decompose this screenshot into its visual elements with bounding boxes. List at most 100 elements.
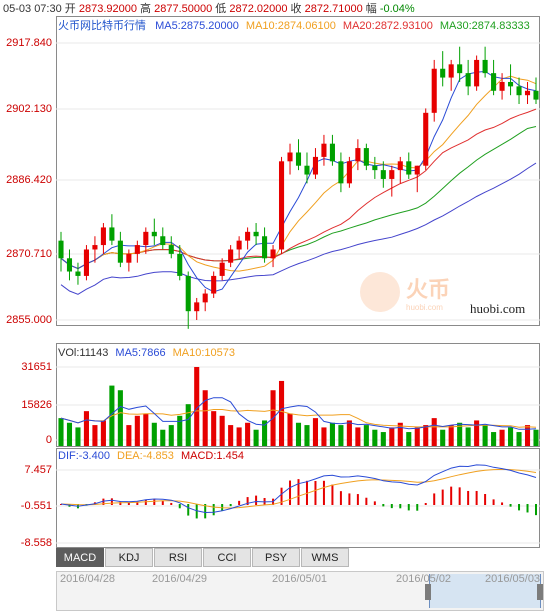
macd-tick-1: 7.457: [24, 464, 52, 476]
ma10-legend: MA10:2874.06100: [245, 20, 336, 32]
tab-psy[interactable]: PSY: [252, 548, 300, 567]
candle-body: [338, 161, 344, 184]
candle-body: [143, 231, 149, 246]
candle-body: [406, 161, 412, 175]
candle-body: [83, 249, 89, 276]
volume-bar: [397, 422, 403, 446]
candle-body: [253, 231, 259, 237]
candle-body: [295, 152, 302, 166]
candle-body: [482, 59, 488, 74]
volume-bar: [329, 422, 335, 446]
candle-body: [363, 148, 369, 166]
navigator-left-handle[interactable]: [425, 584, 431, 600]
header-bar: 05-03 07:30 开 2873.92000 高 2877.50000 低 …: [3, 3, 415, 15]
volume-bar: [524, 425, 531, 446]
candle-body: [58, 240, 64, 259]
time-navigator[interactable]: [56, 571, 544, 611]
vol-legend: VOl:11143: [58, 347, 109, 359]
tab-kdj[interactable]: KDJ: [105, 548, 153, 567]
volume-bar: [406, 432, 412, 446]
candle-body: [270, 249, 276, 259]
ma30-legend: MA30:2874.83333: [439, 20, 530, 32]
candle-body: [202, 293, 208, 303]
candle-body: [66, 258, 73, 272]
price-chart-panel[interactable]: [56, 16, 540, 326]
candle-body: [329, 143, 335, 162]
candle-body: [109, 227, 115, 241]
candle-body: [499, 81, 505, 91]
change-label: 幅: [365, 3, 377, 15]
tab-rsi[interactable]: RSI: [154, 548, 202, 567]
volume-bar: [66, 422, 73, 446]
candle-body: [287, 152, 293, 162]
volume-bar: [440, 429, 446, 446]
chart-title: 火币网比特币行情: [58, 20, 146, 32]
price-tick-1: 2917.840: [6, 37, 52, 49]
tab-macd[interactable]: MACD: [56, 548, 104, 567]
candle-body: [474, 59, 480, 87]
volume-panel[interactable]: [56, 343, 540, 447]
candle-body: [100, 227, 106, 246]
macd-panel[interactable]: [56, 448, 540, 548]
volume-bar: [236, 427, 242, 446]
volume-bar: [363, 425, 369, 446]
candle-body: [524, 90, 531, 96]
watermark-url: huobi.com: [470, 301, 526, 316]
timeline-label-1: 2016/04/28: [60, 573, 116, 585]
volume-bar: [499, 429, 505, 446]
indicator-tabs: MACD KDJ RSI CCI PSY WMS: [56, 548, 350, 568]
volume-bar: [312, 418, 319, 446]
tab-cci[interactable]: CCI: [203, 548, 251, 567]
volume-bar: [533, 429, 539, 446]
volume-bar: [168, 425, 174, 446]
candle-body: [151, 231, 157, 237]
volume-bar: [372, 429, 378, 446]
macd-legend: DIF:-3.400 DEA:-4.853 MACD:1.454: [58, 450, 244, 462]
candle-body: [431, 68, 437, 113]
volume-bar: [134, 415, 140, 446]
candle-body: [177, 253, 183, 276]
candle-body: [194, 302, 200, 312]
low-label: 低: [215, 3, 227, 15]
volume-bar: [304, 425, 310, 446]
candle-body: [355, 148, 361, 162]
candle-body: [372, 165, 378, 171]
watermark-sub: huobi.com: [406, 303, 443, 312]
volume-bar: [491, 432, 497, 446]
close-value: 2872.71000: [304, 3, 363, 15]
tab-wms[interactable]: WMS: [301, 548, 349, 567]
volume-bar: [185, 404, 191, 446]
candle-body: [423, 112, 429, 166]
volume-bar: [346, 420, 352, 446]
volume-bar: [262, 420, 268, 446]
volume-ma10-line: [60, 409, 537, 428]
high-value: 2877.50000: [154, 3, 213, 15]
volume-bar: [431, 418, 437, 446]
volume-bar: [83, 411, 89, 446]
candle-body: [457, 64, 463, 74]
price-legend: 火币网比特币行情 MA5:2875.20000 MA10:2874.06100 …: [58, 20, 530, 32]
volume-bar: [508, 427, 514, 446]
open-label: 开: [64, 3, 76, 15]
header-time: 05-03 07:30: [3, 3, 62, 15]
volume-bar: [202, 390, 208, 446]
volume-bar: [92, 425, 98, 446]
huobi-logo: [360, 272, 400, 312]
open-value: 2873.92000: [78, 3, 137, 15]
volume-bar: [75, 427, 81, 446]
volume-bar: [474, 420, 480, 446]
low-value: 2872.02000: [229, 3, 288, 15]
candle-body: [448, 64, 454, 78]
candle-body: [126, 253, 132, 263]
candle-body: [312, 156, 319, 175]
volume-bar: [295, 422, 302, 446]
volume-bar: [278, 380, 285, 446]
navigator-right-handle[interactable]: [537, 584, 543, 600]
candle-body: [380, 170, 386, 179]
vol-ma10-legend: MA10:10573: [172, 347, 236, 359]
volume-bar: [380, 432, 386, 446]
volume-bar: [151, 422, 157, 446]
volume-bar: [58, 418, 64, 446]
volume-bar: [245, 422, 251, 446]
